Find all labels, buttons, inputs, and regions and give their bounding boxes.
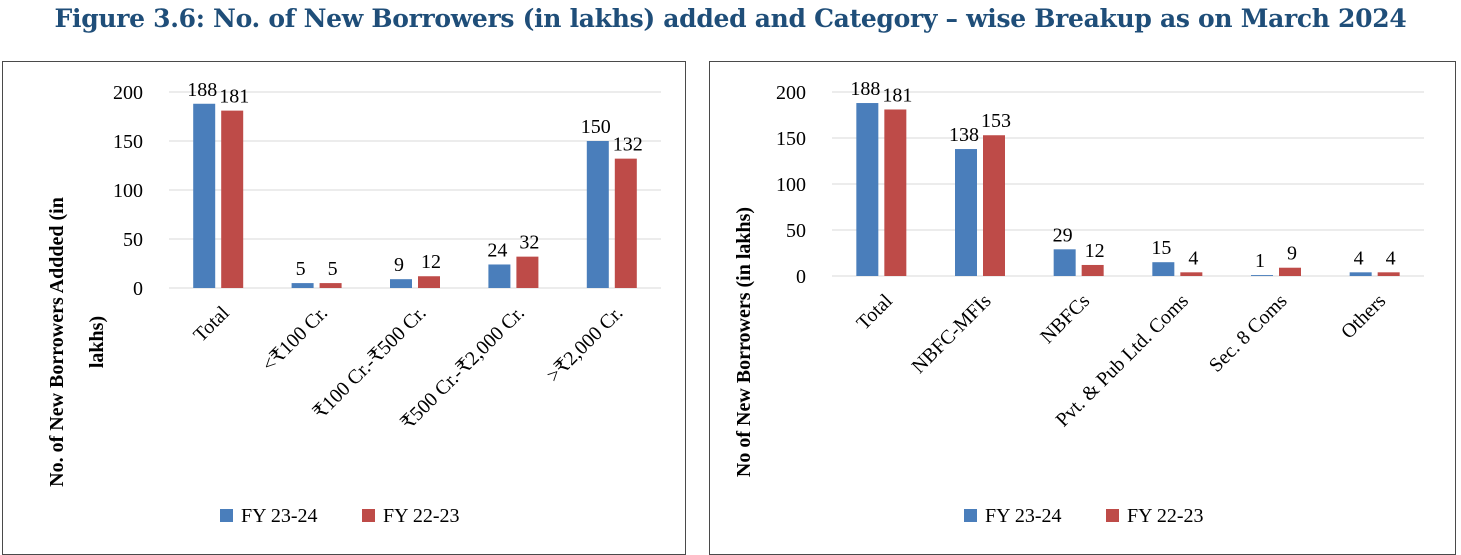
y-tick-label: 200	[776, 82, 806, 104]
figure-title: Figure 3.6: No. of New Borrowers (in lak…	[54, 4, 1407, 33]
y-axis-title-line: No. of New Borrowers Addded (in	[46, 197, 68, 487]
legend-swatch	[220, 509, 233, 522]
bar	[390, 279, 412, 288]
bar	[1180, 272, 1203, 276]
data-label: 1	[1255, 250, 1265, 272]
data-label: 188	[850, 78, 880, 100]
legend-label: FY 23-24	[985, 505, 1061, 527]
bar	[1279, 267, 1301, 276]
data-label: 24	[487, 239, 507, 261]
y-tick-label: 200	[113, 82, 143, 104]
bar	[418, 276, 440, 288]
bar	[614, 158, 637, 288]
legend-swatch	[362, 509, 375, 522]
data-label: 188	[187, 79, 217, 101]
data-label: 181	[882, 84, 912, 106]
bar	[856, 103, 879, 276]
bar	[319, 283, 342, 288]
legend-label: FY 22-23	[383, 505, 459, 527]
data-label: 4	[1188, 247, 1198, 269]
bar	[1377, 272, 1400, 276]
data-label: 153	[981, 110, 1011, 132]
chart-panel-borrower-size: 0 50 100 150 200 No. of New Borrowers Addded …	[2, 61, 686, 555]
data-label: 5	[328, 258, 338, 280]
legend-swatch	[964, 509, 977, 522]
x-tick-label: NBFC-MFIs	[908, 290, 996, 378]
bar	[193, 103, 216, 288]
data-label: 4	[1386, 247, 1396, 269]
bar	[1349, 272, 1372, 276]
bar	[291, 283, 314, 288]
x-tick-label: Total	[189, 302, 234, 347]
legend-label: FY 23-24	[241, 505, 317, 527]
bar	[516, 256, 539, 288]
y-tick-label: 150	[113, 131, 143, 153]
data-label: 138	[949, 124, 979, 146]
bar	[1251, 275, 1273, 276]
bar	[586, 141, 609, 288]
data-label: 9	[1287, 243, 1297, 265]
legend-swatch	[1106, 509, 1119, 522]
bar	[221, 110, 244, 288]
data-label: 12	[421, 251, 441, 273]
x-tick-label: Others	[1337, 290, 1390, 343]
data-label: 5	[296, 258, 306, 280]
data-label: 150	[581, 116, 611, 138]
bar	[955, 149, 977, 276]
bar	[983, 135, 1005, 276]
y-tick-label: 0	[796, 266, 806, 288]
y-axis-title: No. of New Borrowers Addded (in lakhs)	[46, 197, 108, 487]
data-label: 132	[613, 134, 643, 156]
chart-borrower-size: 0 50 100 150 200 No. of New Borrowers Addded …	[46, 79, 661, 527]
bar	[488, 264, 511, 288]
y-tick-label: 50	[123, 229, 143, 251]
y-tick-label: 100	[776, 174, 806, 196]
data-label: 9	[394, 254, 404, 276]
chart-category: 0 50 100 150 200 No of New Borrowers (in lakh…	[733, 78, 1424, 527]
data-label: 12	[1085, 240, 1105, 262]
data-label: 4	[1354, 247, 1364, 269]
chart-panel-category: 0 50 100 150 200 No of New Borrowers (in lakh…	[709, 61, 1456, 555]
y-tick-label: 0	[133, 278, 143, 300]
x-tick-label: <₹100 Cr.	[258, 302, 332, 376]
data-label: 29	[1053, 224, 1073, 246]
x-tick-label: NBFCs	[1036, 290, 1094, 348]
x-tick-label: Sec. 8 Coms	[1205, 290, 1292, 377]
y-axis-title: No of New Borrowers (in lakhs)	[733, 207, 755, 477]
data-label: 32	[519, 232, 539, 254]
data-label: 181	[219, 86, 249, 108]
y-tick-label: 100	[113, 180, 143, 202]
y-tick-label: 50	[786, 220, 806, 242]
y-tick-label: 150	[776, 128, 806, 150]
legend-label: FY 22-23	[1127, 505, 1203, 527]
bar	[1053, 249, 1076, 276]
bar	[884, 109, 907, 276]
data-label: 15	[1151, 237, 1171, 259]
y-axis-title-line: lakhs)	[86, 316, 108, 368]
bar	[1152, 262, 1175, 276]
bar	[1081, 264, 1104, 276]
x-tick-label: >₹2,000 Cr.	[543, 302, 628, 387]
x-tick-label: Total	[852, 290, 897, 335]
